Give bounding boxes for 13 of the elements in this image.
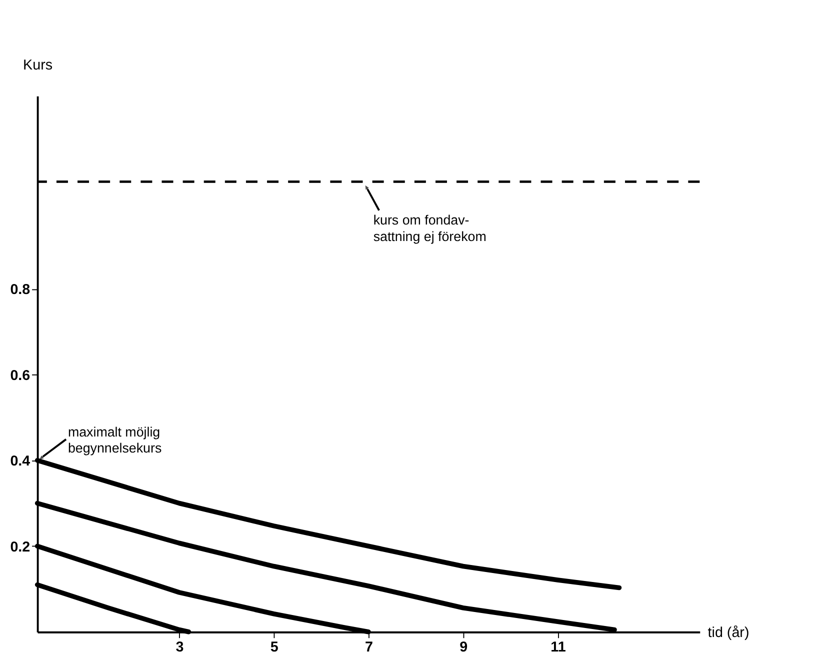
x-tick-label: 3 [176,640,184,656]
x-tick-label: 9 [460,640,468,656]
y-tick-label: 0.4 [10,454,30,470]
y-axis-title: Kurs [23,58,53,74]
annotation: maximalt möjlig begynnelsekurs [68,424,162,456]
y-tick-label: 0.2 [10,539,30,556]
annotation: kurs om fondav- sattning ej förekom [373,212,486,244]
x-tick-label: 5 [270,640,278,656]
y-tick-label: 0.6 [10,368,30,384]
x-axis-title: tid (år) [708,625,750,642]
y-tick-label: 0.8 [10,282,30,298]
x-tick-label: 7 [364,640,373,656]
x-tick-label: 11 [550,640,566,656]
